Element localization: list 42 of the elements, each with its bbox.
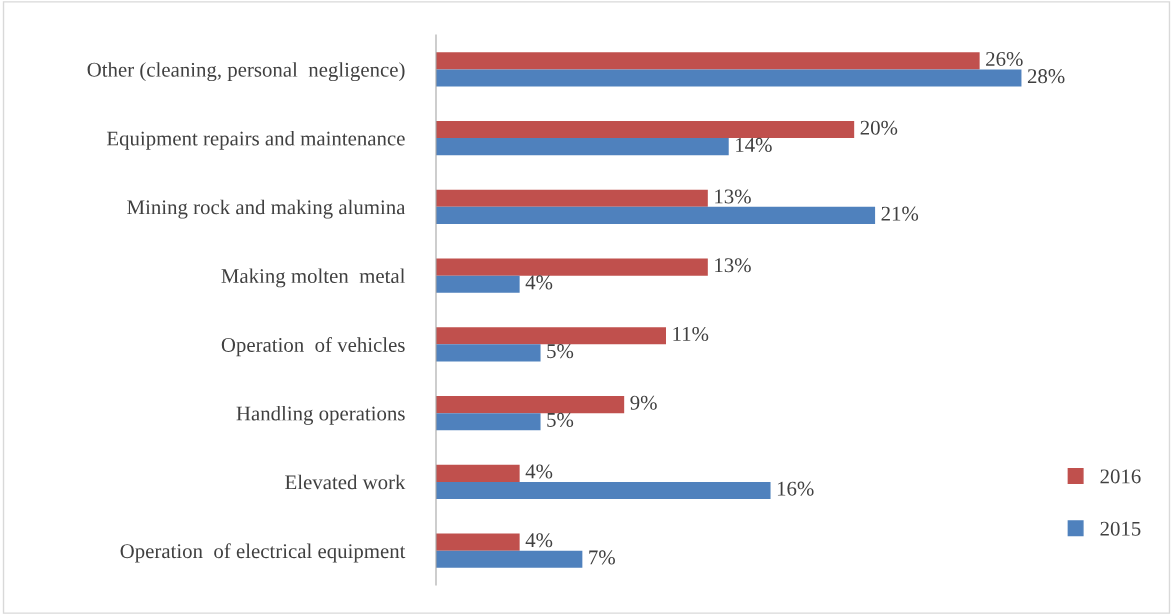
bar <box>436 533 520 551</box>
data-label: 20% <box>860 120 898 135</box>
data-label: 13% <box>715 189 751 204</box>
data-label: 16% <box>777 481 814 496</box>
y-tick-label: Elevated work <box>285 474 406 490</box>
bar <box>436 395 625 414</box>
y-tick-label: Operation of vehicles <box>221 337 405 357</box>
y-tick-label: Making molten metal <box>221 268 406 288</box>
data-label: 5% <box>547 412 574 427</box>
y-tick-label: Other (cleaning, personal negligence) <box>87 62 405 82</box>
y-tick-label: Equipment repairs and maintenance <box>106 130 405 150</box>
bar <box>436 258 708 276</box>
bar <box>436 138 729 156</box>
data-label: 9% <box>630 395 657 410</box>
data-label: 4% <box>525 275 553 290</box>
data-label: 4% <box>525 533 553 548</box>
data-label: 14% <box>736 137 772 152</box>
bar <box>436 189 708 207</box>
data-label: 28% <box>1027 69 1065 84</box>
data-label: 11% <box>673 326 709 342</box>
bar <box>436 481 771 500</box>
bar <box>436 550 583 568</box>
bar <box>436 69 1022 87</box>
bar <box>436 120 855 139</box>
data-label: 4% <box>525 464 553 479</box>
bar <box>436 275 520 293</box>
bar <box>436 206 876 225</box>
y-tick-label: Operation of electrical equipment <box>120 543 406 563</box>
bar <box>436 344 541 362</box>
data-label: 26% <box>986 51 1023 67</box>
bar <box>436 464 520 482</box>
bar <box>436 413 541 431</box>
legend-label: 2016 <box>1100 469 1141 484</box>
y-tick-label: Mining rock and making alumina <box>127 199 406 219</box>
bar <box>436 52 980 70</box>
bar <box>436 327 666 345</box>
data-label: 13% <box>715 258 751 273</box>
data-label: 21% <box>881 206 919 221</box>
data-label: 5% <box>547 344 574 359</box>
y-tick-label: Handling operations <box>236 405 405 425</box>
legend-label: 2015 <box>1100 521 1141 536</box>
data-label: 7% <box>589 550 615 565</box>
